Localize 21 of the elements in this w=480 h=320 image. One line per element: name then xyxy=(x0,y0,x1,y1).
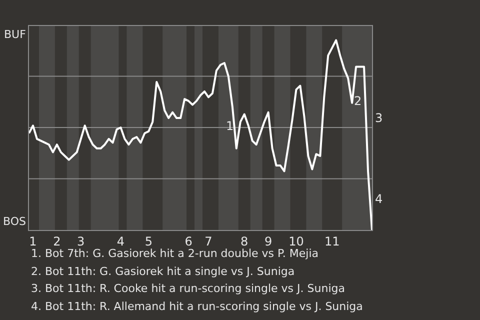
text: BOS xyxy=(3,215,26,228)
x-tick-label: 7 xyxy=(204,234,212,248)
x-tick-label: 8 xyxy=(240,234,248,248)
annotation: 1 xyxy=(226,119,234,133)
x-tick-label: 4 xyxy=(116,234,125,248)
text: 4 xyxy=(375,192,383,206)
x-tick-label: 11 xyxy=(324,234,340,248)
x-tick-label: 5 xyxy=(144,234,152,248)
x-tick-label: 6 xyxy=(184,234,192,248)
x-tick-label: 9 xyxy=(264,234,272,248)
text: BUF xyxy=(4,28,26,41)
x-tick-label: 3 xyxy=(77,234,85,248)
annotation: 2 xyxy=(354,94,362,108)
text: 1. Bot 7th: G. Gasiorek hit a 2-run double vs P. Mejia xyxy=(31,247,319,260)
x-tick-label: 1 xyxy=(29,234,37,248)
text: 3. Bot 11th: R. Cooke hit a run-scoring single vs J. Suniga xyxy=(31,282,345,295)
x-tick-label: 2 xyxy=(53,234,61,248)
text: 4. Bot 11th: R. Allemand hit a run-scoring single vs J. Suniga xyxy=(31,300,363,313)
x-tick-label: 10 xyxy=(288,234,304,248)
text: 2. Bot 11th: G. Gasiorek hit a single vs J. Suniga xyxy=(31,265,295,278)
text: 3 xyxy=(375,111,383,125)
